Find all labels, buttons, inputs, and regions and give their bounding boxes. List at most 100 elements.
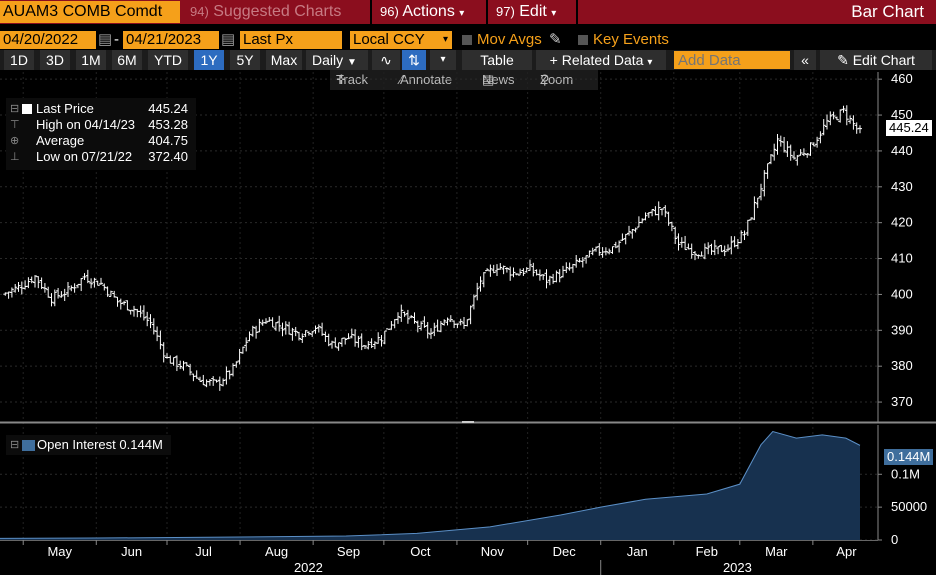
edit-menu[interactable]: 97) Edit ▾ — [496, 0, 556, 24]
actions-label: Actions — [402, 3, 455, 20]
ohlc-bar — [640, 218, 645, 224]
actions-menu[interactable]: 96) Actions ▾ — [380, 0, 464, 24]
ohlc-bar — [402, 311, 407, 317]
related-data-label: Related Data — [561, 52, 644, 68]
ohlc-bar — [475, 282, 480, 301]
oi-tick-label: 0 — [891, 532, 898, 547]
ohlc-bar — [227, 370, 232, 380]
last-price-tag: 445.24 — [886, 120, 932, 136]
ohlc-bar — [742, 230, 747, 241]
ohlc-bar — [105, 286, 110, 297]
ohlc-bar — [765, 163, 770, 179]
period-1d[interactable]: 1D — [4, 50, 34, 70]
bar-chart-icon[interactable]: ⇅ — [402, 50, 426, 70]
end-date-field[interactable]: 04/21/2023 — [123, 31, 219, 49]
ticker-field[interactable]: AUAM3 COMB Comdt — [0, 1, 180, 23]
ohlc-bar — [693, 251, 697, 261]
ohlc-bar — [66, 282, 70, 298]
price-tick-label: 390 — [891, 322, 913, 337]
chart-style-dropdown-icon[interactable]: ▾ — [430, 50, 456, 70]
edit-chart-button[interactable]: ✎ Edit Chart — [820, 50, 932, 70]
ohlc-bar — [613, 241, 618, 249]
ohlc-bar — [56, 287, 61, 299]
zoom-icon: ⚲ — [540, 72, 550, 87]
ohlc-bar — [699, 251, 704, 257]
ohlc-bar — [135, 308, 140, 318]
ohlc-bar — [316, 324, 321, 333]
period-5y[interactable]: 5Y — [230, 50, 260, 70]
price-tick-label: 410 — [891, 251, 913, 266]
menu-separator — [576, 0, 578, 24]
date-range-dash: - — [114, 31, 119, 48]
line-chart-icon[interactable]: ∿ — [372, 50, 400, 70]
month-tick-labels: May Jun Jul Aug Sep Oct Nov Dec Jan Feb Mar Apr — [22, 540, 857, 559]
start-date-field[interactable]: 04/20/2022 — [0, 31, 96, 49]
ohlc-bar — [465, 319, 470, 327]
ohlc-bar — [696, 254, 701, 259]
frequency-dropdown[interactable]: Daily ▼ — [306, 50, 368, 70]
mov-avgs-toggle[interactable]: Mov Avgs ✎ — [462, 31, 562, 49]
ohlc-bar — [310, 331, 315, 337]
month-label: May — [47, 544, 72, 559]
ohlc-bar — [198, 376, 202, 382]
ohlc-bar — [594, 246, 598, 252]
price-field-selector[interactable]: Last Px — [240, 31, 342, 49]
start-date-calendar-icon[interactable]: ▤ — [98, 31, 113, 48]
frequency-dropdown-icon: ▼ — [347, 57, 357, 68]
ohlc-bar — [221, 378, 226, 387]
open-interest-line — [0, 431, 861, 539]
ohlc-bar — [158, 330, 163, 350]
ohlc-bar — [92, 277, 97, 288]
ohlc-bar — [818, 131, 823, 144]
ohlc-bar — [488, 264, 493, 277]
add-data-input[interactable] — [674, 51, 790, 69]
ohlc-bar — [267, 317, 272, 322]
ohlc-bar — [841, 105, 846, 113]
actions-dropdown-icon: ▾ — [459, 8, 465, 19]
period-ytd[interactable]: YTD — [148, 50, 188, 70]
related-data-button[interactable]: + Related Data ▾ — [536, 50, 666, 70]
pencil-icon[interactable]: ✎ — [548, 31, 562, 48]
ohlc-bar — [336, 342, 341, 351]
ohlc-bar — [650, 209, 655, 217]
key-events-toggle[interactable]: Key Events — [578, 31, 669, 49]
period-max[interactable]: Max — [266, 50, 302, 70]
ohlc-bar — [623, 233, 628, 245]
price-tick-label: 440 — [891, 143, 913, 158]
currency-selector[interactable]: Local CCY ▾ — [350, 31, 452, 49]
table-button[interactable]: Table — [462, 50, 532, 70]
ohlc-bar — [42, 283, 47, 293]
period-6m[interactable]: 6M — [112, 50, 142, 70]
ohlc-bar — [369, 338, 374, 349]
suggested-charts-menu[interactable]: 94) Suggested Charts — [190, 0, 341, 24]
ohlc-bar — [359, 333, 364, 351]
ohlc-bar — [518, 268, 523, 276]
edit-chart-pencil-icon: ✎ — [837, 52, 849, 68]
end-date-calendar-icon[interactable]: ▤ — [221, 31, 236, 48]
key-events-checkbox[interactable] — [578, 35, 588, 46]
open-interest-value: 0.144M — [119, 437, 163, 452]
ohlc-bar — [422, 316, 427, 328]
open-interest-legend: ⊟ Open Interest 0.144M — [6, 435, 171, 455]
mov-avgs-checkbox[interactable] — [462, 35, 472, 46]
ohlc-bar — [524, 267, 529, 273]
ohlc-bar — [201, 374, 206, 386]
related-data-dropdown-icon: ▾ — [647, 57, 653, 68]
oi-legend-collapse-icon[interactable]: ⊟ — [10, 439, 20, 451]
suggested-charts-number: 94) — [190, 4, 209, 19]
ohlc-bar — [785, 141, 790, 157]
ohlc-bar — [726, 244, 730, 252]
ohlc-bar — [574, 255, 579, 268]
ohlc-bar — [716, 246, 721, 255]
legend-collapse-icon[interactable]: ⊟ — [10, 103, 20, 115]
ohlc-bar — [320, 322, 325, 336]
ohlc-bar — [511, 267, 516, 278]
ohlc-bar — [224, 366, 229, 385]
ohlc-bar — [541, 274, 546, 280]
period-1m[interactable]: 1M — [76, 50, 106, 70]
period-3d[interactable]: 3D — [40, 50, 70, 70]
period-1y[interactable]: 1Y — [194, 50, 224, 70]
collapse-chevrons-icon[interactable]: « — [794, 50, 816, 70]
price-tick-label: 450 — [891, 107, 913, 122]
